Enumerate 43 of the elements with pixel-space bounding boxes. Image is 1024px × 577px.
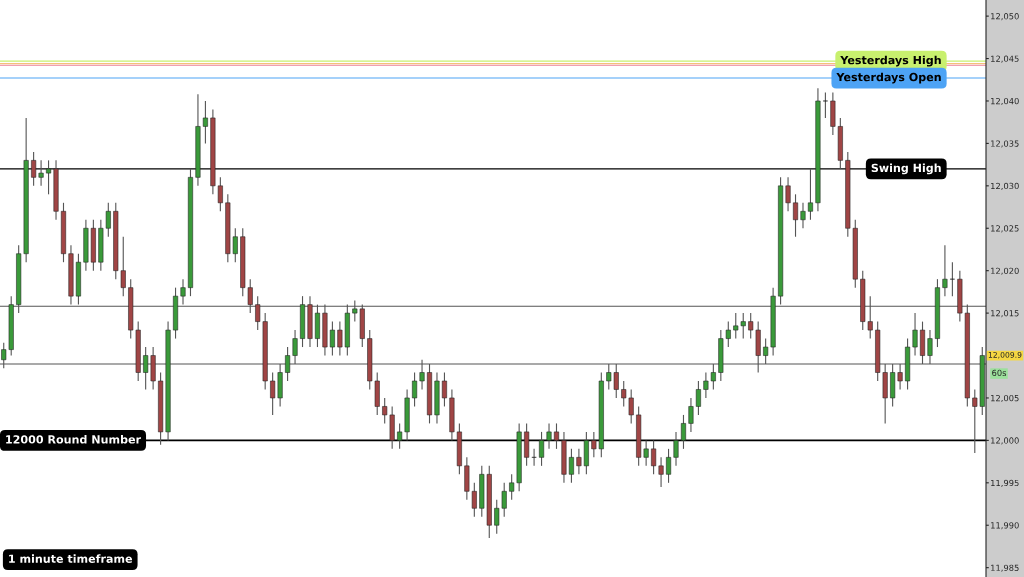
candlestick [329, 321, 335, 357]
y-tick-label: 12,000 [991, 437, 1019, 445]
y-tick-label: 12,035 [991, 140, 1019, 148]
candlestick [695, 380, 701, 416]
candlestick [568, 448, 574, 484]
annotation: 1 minute timeframe [9, 554, 133, 563]
y-tick-label: 12,005 [991, 394, 1019, 403]
candlestick [822, 91, 828, 119]
candlestick [949, 261, 955, 297]
y-tick-label: 12,040 [991, 97, 1019, 106]
candlestick [807, 168, 813, 221]
ref-line-label: Yesterdays High [840, 55, 941, 67]
y-tick-label: 12,030 [991, 182, 1019, 190]
candlestick [793, 193, 799, 238]
candlestick [539, 431, 545, 467]
y-tick-label: 11,995 [991, 479, 1019, 487]
y-tick-label: 11,990 [991, 522, 1019, 530]
candlestick [553, 422, 560, 450]
y-tick-label: 12,045 [991, 55, 1019, 63]
candlestick [800, 202, 806, 229]
candlestick [688, 397, 694, 433]
candlestick [412, 371, 418, 408]
candlestick [441, 371, 447, 408]
candlestick [785, 176, 791, 212]
candlestick [546, 422, 552, 450]
y-tick-label: 12,025 [991, 225, 1019, 233]
ref-line-label: Yesterdays Open [836, 72, 941, 84]
candlestick [658, 456, 664, 488]
candlestick [651, 439, 657, 475]
y-tick-label: 12,015 [991, 310, 1019, 318]
candlestick [942, 244, 948, 297]
y-tick-label: 12,050 [991, 13, 1019, 21]
candlestick [673, 431, 679, 467]
ref-line-label: Swing High [871, 163, 941, 175]
candlestick [46, 159, 52, 195]
y-tick-label: 12,020 [991, 267, 1019, 275]
text: 60s [992, 369, 1007, 377]
candlestick [202, 100, 208, 144]
candlestick [680, 414, 686, 450]
y-tick-label: 11,985 [991, 564, 1019, 572]
ref-line-label: 12000 Round Number [6, 435, 142, 444]
candlestick [666, 448, 672, 484]
candlestick [912, 312, 918, 357]
